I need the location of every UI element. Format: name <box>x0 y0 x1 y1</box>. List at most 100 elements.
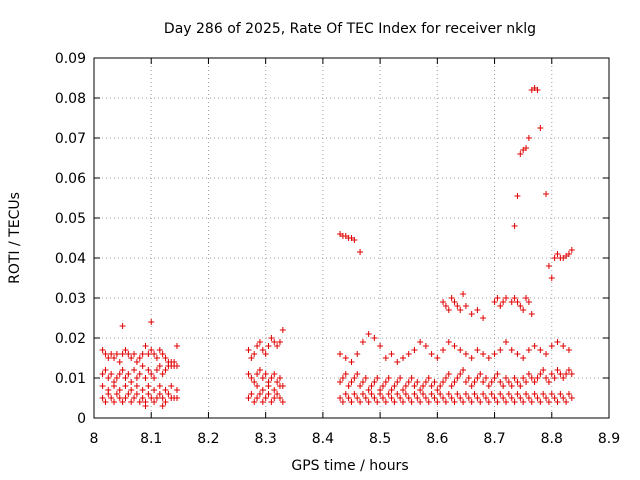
data-point <box>136 399 143 405</box>
data-point <box>139 363 146 369</box>
data-point <box>540 391 547 397</box>
data-point <box>422 379 429 385</box>
data-point <box>451 379 458 385</box>
data-point <box>428 383 435 389</box>
data-point <box>540 367 547 373</box>
data-point <box>445 307 452 313</box>
data-point <box>342 371 349 377</box>
data-point <box>442 303 449 309</box>
data-point <box>357 249 364 255</box>
data-point <box>173 363 180 369</box>
data-point <box>523 295 530 301</box>
data-point <box>460 399 467 405</box>
data-point <box>162 355 169 361</box>
data-point <box>165 363 172 369</box>
data-point <box>251 399 258 405</box>
data-point <box>116 371 123 377</box>
data-point <box>425 399 432 405</box>
data-point <box>342 355 349 361</box>
data-point <box>565 367 572 373</box>
data-point <box>517 303 524 309</box>
data-point <box>554 339 561 345</box>
data-point <box>508 395 515 401</box>
data-point <box>400 355 406 361</box>
data-point <box>508 347 515 353</box>
data-point <box>417 399 424 405</box>
data-point <box>108 371 115 377</box>
data-point <box>359 339 366 345</box>
data-point <box>348 399 355 405</box>
data-point <box>122 347 129 353</box>
data-point <box>454 391 461 397</box>
data-point <box>162 399 169 405</box>
data-point <box>379 383 386 389</box>
data-point <box>531 343 538 349</box>
x-tick-label: 8.2 <box>197 431 219 447</box>
data-point <box>468 383 475 389</box>
y-tick-label: 0.08 <box>55 91 86 107</box>
data-point <box>394 391 401 397</box>
data-point <box>497 347 504 353</box>
data-point <box>271 371 278 377</box>
data-point <box>505 391 512 397</box>
x-tick-label: 8.4 <box>312 431 334 447</box>
data-point <box>500 383 507 389</box>
data-point <box>145 383 152 389</box>
data-point <box>554 251 561 257</box>
data-point <box>554 367 561 373</box>
data-point <box>99 383 106 389</box>
data-point <box>485 355 492 361</box>
data-point <box>156 363 163 369</box>
data-point <box>102 399 109 405</box>
data-point <box>351 375 358 381</box>
data-point <box>434 387 441 393</box>
data-point <box>414 379 421 385</box>
data-point <box>514 351 521 357</box>
data-point <box>557 391 564 397</box>
data-point <box>514 193 521 199</box>
data-point <box>497 379 504 385</box>
data-point <box>534 375 541 381</box>
data-point <box>388 395 395 401</box>
data-point <box>245 347 252 353</box>
data-point <box>394 379 401 385</box>
data-point <box>442 375 449 381</box>
data-point <box>145 351 152 357</box>
data-point <box>339 399 346 405</box>
x-tick-label: 8.5 <box>369 431 391 447</box>
data-point <box>471 391 478 397</box>
data-point <box>385 391 392 397</box>
data-point <box>102 351 109 357</box>
data-point <box>445 339 452 345</box>
data-point <box>551 255 558 261</box>
data-point <box>162 367 169 373</box>
data-point <box>548 371 555 377</box>
data-point <box>554 399 561 405</box>
data-point <box>508 299 515 305</box>
data-point <box>119 323 126 329</box>
data-point <box>422 395 429 401</box>
data-point <box>491 375 498 381</box>
data-point <box>265 343 272 349</box>
data-point <box>139 351 146 357</box>
data-point <box>122 383 129 389</box>
data-point <box>133 375 140 381</box>
chart-title: Day 286 of 2025, Rate Of TEC Index for r… <box>164 21 536 37</box>
data-point <box>462 391 469 397</box>
data-point <box>480 379 487 385</box>
data-point <box>511 295 518 301</box>
data-point <box>477 371 484 377</box>
data-point <box>402 391 409 397</box>
data-point <box>345 235 352 241</box>
data-point <box>265 391 272 397</box>
data-point <box>268 399 275 405</box>
y-tick-label: 0.06 <box>55 171 86 187</box>
data-point <box>133 391 140 397</box>
data-point <box>422 343 429 349</box>
data-point <box>382 355 389 361</box>
data-point <box>156 347 163 353</box>
x-tick-label: 8.6 <box>426 431 448 447</box>
x-tick-labels: 8 8.1 8.2 8.3 8.4 8.5 8.6 8.7 8.8 8.9 <box>90 431 621 447</box>
data-point <box>528 375 535 381</box>
data-point <box>377 387 384 393</box>
